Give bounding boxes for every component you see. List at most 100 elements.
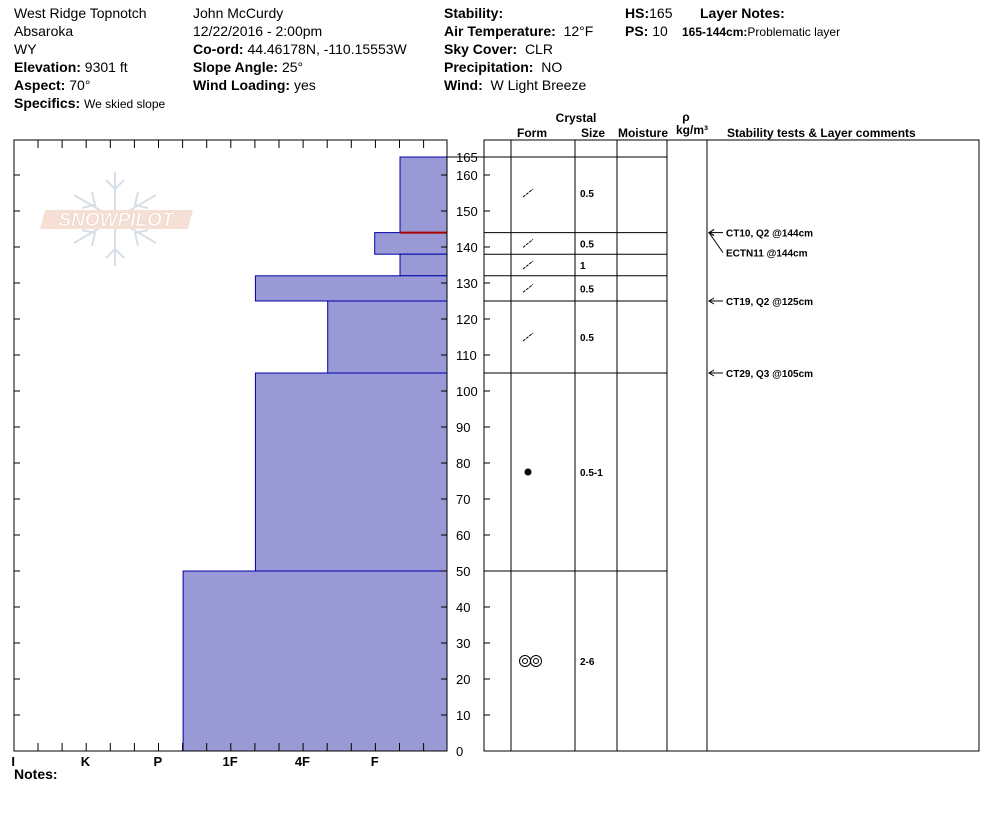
hardness-profile [182, 156, 448, 752]
air-temp-field: Air Temperature: 12°F [444, 22, 593, 40]
y-tick-label: 80 [456, 456, 470, 471]
coord-value: 44.46178N, -110.15553W [247, 41, 407, 57]
y-tick-label: 50 [456, 564, 470, 579]
precip-particles-icon [522, 239, 534, 248]
ps-field: PS: 10 [625, 22, 668, 40]
wind-label: Wind: [444, 77, 483, 93]
y-tick-label: 0 [456, 744, 463, 759]
hardness-axis-label: F [371, 754, 379, 769]
hardness-axis-label: 4F [295, 754, 310, 769]
stability-test-label: CT10, Q2 @144cm [726, 229, 813, 240]
hardness-axis-label: 1F [223, 754, 238, 769]
depth-hoar-core [533, 658, 539, 664]
crystal-size: 2-6 [580, 657, 595, 668]
air-temp-label: Air Temperature: [444, 23, 556, 39]
stability-test-label: ECTN11 @144cm [726, 249, 808, 260]
stability-field: Stability: [444, 4, 503, 22]
observation-datetime: 12/22/2016 - 2:00pm [193, 23, 323, 39]
y-tick-label: 70 [456, 492, 470, 507]
hardness-axis-label: P [153, 754, 162, 769]
wind-loading-label: Wind Loading: [193, 77, 291, 93]
sky-label: Sky Cover: [444, 41, 518, 57]
layer-note-text: Problematic layer [747, 25, 841, 39]
aspect-field: Aspect: 70° [14, 76, 90, 94]
wind-loading-value: yes [293, 77, 316, 93]
crystal-size: 0.5 [580, 284, 594, 295]
arrow-head [708, 369, 715, 377]
y-tick-label: 140 [456, 240, 478, 255]
precip-particles-icon [522, 260, 534, 270]
elevation-label: Elevation: [14, 59, 81, 75]
layer-notes-field: Layer Notes: [700, 4, 785, 22]
crystal-size: 0.5 [580, 239, 594, 250]
coord-label: Co-ord: [193, 41, 244, 57]
layer-table: Crystal Form Size Moisture ρkg/m³ Stability t… [447, 110, 980, 752]
aspect-value: 70° [69, 77, 91, 93]
elevation-value: 9301 ft [84, 59, 128, 75]
stability-label: Stability: [444, 5, 504, 21]
arrow-head [708, 297, 715, 305]
hardness-bar-0 [399, 156, 448, 234]
stability-test-label: CT29, Q3 @105cm [726, 369, 813, 380]
crystal-header: Crystal [556, 111, 597, 125]
hs-label: HS: [625, 5, 650, 21]
rounded-grains-icon [524, 468, 532, 476]
layer-notes-label: Layer Notes: [700, 5, 785, 21]
y-tick-label: 90 [456, 420, 470, 435]
range-name: Absaroka [14, 23, 74, 39]
crystal-size: 0.5 [580, 333, 594, 344]
y-tick-label: 120 [456, 312, 478, 327]
y-tick-label: 10 [456, 708, 470, 723]
slope-value: 25° [281, 59, 304, 75]
hs-value: 165 [649, 5, 673, 21]
y-tick-label: 160 [456, 168, 478, 183]
depth-hoar-icon [519, 655, 542, 667]
hardness-axis-label: K [81, 754, 91, 769]
y-tick-label: 30 [456, 636, 470, 651]
precip-particles-icon [522, 332, 534, 342]
observer-name: John McCurdy [193, 5, 284, 21]
coord-field: Co-ord: 44.46178N, -110.15553W [193, 40, 407, 58]
depth-hoar-ring [519, 655, 531, 667]
arrow-head [708, 229, 715, 237]
specifics-label: Specifics: [14, 95, 81, 111]
wind-field: Wind: W Light Breeze [444, 76, 586, 94]
crystal-size: 0.5 [580, 189, 594, 200]
sky-field: Sky Cover: CLR [444, 40, 553, 58]
precip-particles-icon [522, 188, 534, 198]
size-header: Size [581, 126, 605, 140]
ps-value: 10 [652, 23, 668, 39]
wind-loading-field: Wind Loading: yes [193, 76, 316, 94]
density-symbol-header: ρ [682, 110, 689, 124]
stability-test-label: CT19, Q2 @125cm [726, 297, 813, 308]
density-unit-header: kg/m³ [676, 123, 708, 137]
snowpilot-logo: SNOWPILOT [40, 172, 193, 266]
depth-hoar-core [522, 658, 528, 664]
moisture-header: Moisture [618, 126, 668, 140]
aspect-label: Aspect: [14, 77, 66, 93]
y-tick-label: 100 [456, 384, 478, 399]
stability-test-arrow [708, 232, 724, 253]
hardness-bar-5 [254, 372, 448, 572]
air-temp-value: 12°F [563, 23, 594, 39]
ps-label: PS: [625, 23, 649, 39]
stability-comments-header: Stability tests & Layer comments [727, 126, 916, 140]
y-tick-label: 40 [456, 600, 470, 615]
layer-note: 165-144cm:Problematic layer [682, 23, 840, 41]
elevation-field: Elevation: 9301 ft [14, 58, 128, 76]
precip-label: Precipitation: [444, 59, 534, 75]
depth-hoar-ring [530, 655, 542, 667]
table-frame [483, 139, 980, 752]
y-tick-label: 20 [456, 672, 470, 687]
y-tick-label: 110 [456, 348, 477, 363]
state-name: WY [14, 41, 37, 57]
layer-note-range: 165-144cm: [682, 25, 748, 39]
precip-particles-icon [522, 284, 534, 293]
hardness-bar-4 [327, 300, 448, 374]
crystal-size: 1 [580, 261, 586, 272]
location-name: West Ridge Topnotch [14, 5, 147, 21]
hardness-bar-2 [399, 253, 448, 277]
specifics-value: We skied slope [84, 97, 166, 111]
slope-field: Slope Angle: 25° [193, 58, 303, 76]
